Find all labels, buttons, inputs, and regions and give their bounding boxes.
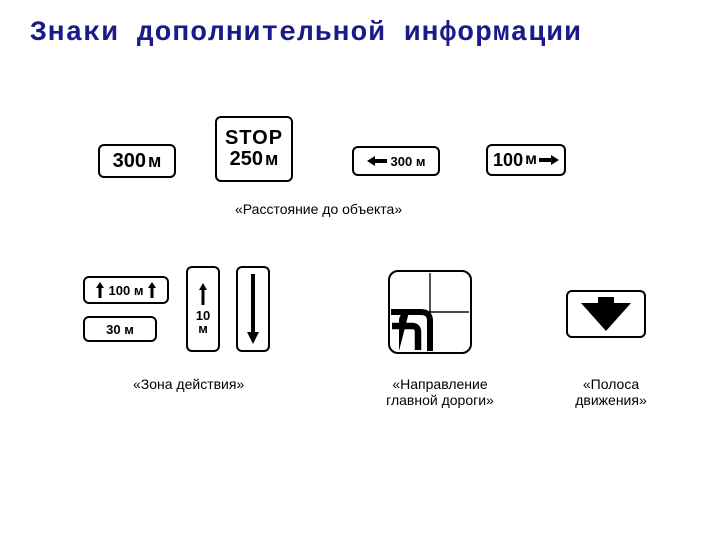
sign-stop-250m: STOP 250 м: [215, 116, 293, 182]
main-road-diagram-icon: [391, 273, 469, 351]
arrow-down-icon: [247, 274, 259, 344]
sign-text: 30 м: [106, 322, 134, 337]
sign-distance-300m: 300 м: [98, 144, 176, 178]
arrow-up-icon: [199, 283, 207, 305]
sign-zone-arrow-down: [236, 266, 270, 352]
arrow-down-wide-icon: [581, 297, 631, 331]
caption-zone: «Зона действия»: [133, 376, 244, 392]
sign-main-road-direction: [388, 270, 472, 354]
sign-text: 100: [493, 150, 523, 171]
sign-unit: м: [198, 322, 208, 335]
sign-text: 100 м: [109, 283, 144, 298]
sign-text: 300: [113, 150, 146, 173]
sign-zone-30m: 30 м: [83, 316, 157, 342]
caption-lane: «Полоса движения»: [566, 376, 656, 408]
arrow-right-icon: [539, 155, 559, 165]
sign-distance-right-100m: 100 м: [486, 144, 566, 176]
sign-unit: м: [525, 151, 537, 169]
sign-stop-unit: м: [265, 150, 278, 169]
sign-stop-line1: STOP: [225, 128, 283, 149]
caption-distance: «Расстояние до объекта»: [235, 201, 402, 217]
arrow-up-icon: [148, 282, 156, 298]
page-title: Знаки дополнительной информации: [30, 18, 582, 49]
sign-lane-direction: [566, 290, 646, 338]
arrow-up-icon: [96, 282, 104, 298]
sign-distance-left-300m: 300 м: [352, 146, 440, 176]
sign-zone-100m: 100 м: [83, 276, 169, 304]
sign-text: 300 м: [391, 154, 426, 169]
arrow-left-icon: [367, 156, 387, 166]
sign-stop-num: 250: [230, 149, 263, 170]
sign-zone-vertical-10m: 10 м: [186, 266, 220, 352]
caption-main-road: «Направление главной дороги»: [385, 376, 495, 408]
sign-unit: м: [148, 151, 161, 172]
